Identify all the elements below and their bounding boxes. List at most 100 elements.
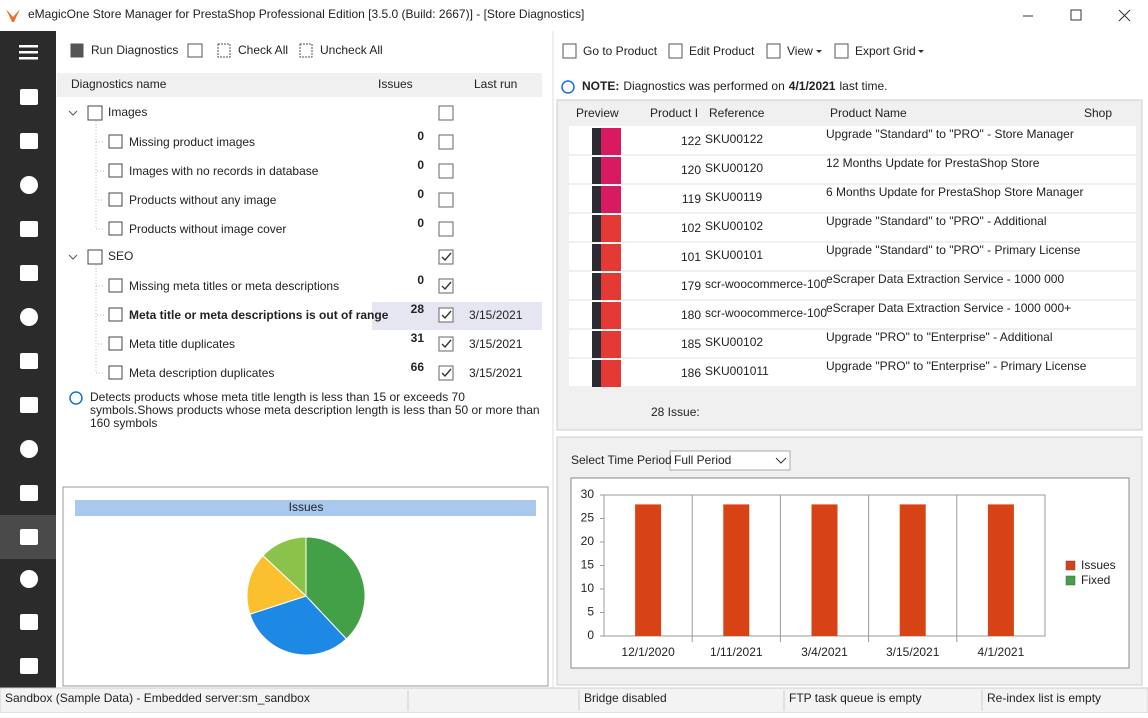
nav-icon[interactable] bbox=[20, 176, 38, 194]
y-tick-label: 20 bbox=[581, 534, 595, 548]
toolbar-icon[interactable] bbox=[217, 43, 231, 58]
note-bar bbox=[557, 72, 1142, 96]
nav-icon[interactable] bbox=[20, 353, 38, 369]
x-tick-label: 12/1/2020 bbox=[621, 645, 675, 659]
checkbox[interactable] bbox=[438, 365, 454, 381]
selected-row bbox=[372, 302, 542, 330]
info-text: Detects products whose meta title length… bbox=[90, 390, 540, 430]
bar bbox=[987, 504, 1014, 636]
menu-icon[interactable] bbox=[19, 45, 38, 48]
toolbar-icon[interactable] bbox=[766, 43, 781, 59]
note-part: last time. bbox=[839, 79, 887, 93]
product-name: Upgrade "PRO" to "Enterprise" - Addition… bbox=[826, 330, 1052, 344]
item-icon bbox=[108, 278, 123, 293]
checkbox[interactable] bbox=[438, 163, 454, 179]
pie-title: Issues bbox=[289, 500, 324, 514]
toolbar-button[interactable]: Go to Product bbox=[583, 44, 658, 58]
tree-line bbox=[95, 265, 104, 374]
preview-thumb-band bbox=[592, 331, 601, 358]
nav-icon[interactable] bbox=[20, 133, 38, 149]
menu-icon[interactable] bbox=[19, 51, 38, 54]
preview-thumb-band bbox=[592, 302, 601, 329]
nav-icon[interactable] bbox=[20, 658, 38, 674]
toolbar-icon[interactable] bbox=[668, 43, 683, 59]
nav-icon[interactable] bbox=[20, 614, 38, 630]
toolbar-icon[interactable] bbox=[834, 43, 849, 59]
nav-icon[interactable] bbox=[20, 265, 38, 281]
y-tick-label: 10 bbox=[581, 581, 595, 595]
status-item: Re-index list is empty bbox=[987, 691, 1101, 705]
toolbar-icon[interactable] bbox=[562, 43, 577, 59]
window-title: eMagicOne Store Manager for PrestaShop P… bbox=[28, 7, 584, 21]
checkbox[interactable] bbox=[438, 249, 454, 265]
item-label: Products without image cover bbox=[129, 222, 286, 236]
item-label: Meta title or meta descriptions is out o… bbox=[129, 308, 389, 322]
product-name: 6 Months Update for PrestaShop Store Man… bbox=[826, 185, 1083, 199]
item-label: Missing meta titles or meta descriptions bbox=[129, 279, 339, 293]
grid-footer: 28 Issue: bbox=[651, 405, 700, 419]
dropdown-arrow bbox=[775, 457, 787, 464]
checkmark bbox=[441, 339, 452, 349]
toolbar-button[interactable]: Check All bbox=[238, 43, 288, 57]
toolbar-button[interactable]: View bbox=[787, 44, 813, 58]
preview-thumb-band bbox=[592, 157, 601, 184]
product-name: Upgrade "Standard" to "PRO" - Additional bbox=[826, 214, 1047, 228]
expand-arrow[interactable] bbox=[68, 254, 78, 260]
nav-icon[interactable] bbox=[20, 89, 38, 105]
toolbar-button[interactable]: Uncheck All bbox=[320, 43, 383, 57]
nav-icon[interactable] bbox=[20, 485, 38, 501]
item-icon bbox=[108, 163, 123, 178]
issues-count: 0 bbox=[417, 216, 424, 230]
pie-slice bbox=[249, 595, 348, 656]
menu-icon[interactable] bbox=[19, 57, 38, 60]
column-header: Preview bbox=[576, 106, 619, 120]
item-icon bbox=[108, 336, 123, 351]
toolbar-button[interactable]: Export Grid bbox=[855, 44, 916, 58]
checkbox[interactable] bbox=[438, 278, 454, 294]
nav-icon[interactable] bbox=[20, 397, 38, 413]
nav-icon[interactable] bbox=[20, 570, 38, 588]
item-label: Products without any image bbox=[129, 193, 277, 207]
close-button[interactable] bbox=[1118, 9, 1131, 22]
bar bbox=[723, 504, 750, 636]
tree-header bbox=[57, 73, 542, 97]
maximize-button[interactable] bbox=[1070, 9, 1082, 21]
preview-thumb-band bbox=[592, 273, 601, 300]
checkbox[interactable] bbox=[438, 221, 454, 237]
checkbox[interactable] bbox=[438, 336, 454, 352]
item-label: Images with no records in database bbox=[129, 164, 319, 178]
toolbar-icon[interactable] bbox=[70, 43, 84, 58]
legend-swatch bbox=[1065, 575, 1076, 586]
expand-arrow[interactable] bbox=[68, 110, 78, 116]
nav-icon[interactable] bbox=[20, 440, 38, 458]
checkbox[interactable] bbox=[438, 192, 454, 208]
x-tick-label: 1/11/2021 bbox=[710, 645, 763, 659]
reference: SKU00122 bbox=[705, 132, 763, 146]
toolbar-button[interactable]: Run Diagnostics bbox=[91, 43, 178, 57]
nav-icon[interactable] bbox=[20, 529, 38, 545]
x-tick-label: 3/15/2021 bbox=[886, 645, 940, 659]
checkbox[interactable] bbox=[438, 134, 454, 150]
nav-icon[interactable] bbox=[20, 221, 38, 237]
product-id: 186 bbox=[681, 366, 701, 380]
product-id: 179 bbox=[681, 279, 701, 293]
checkbox[interactable] bbox=[438, 105, 454, 121]
checkmark bbox=[441, 368, 452, 378]
checkmark bbox=[441, 281, 452, 291]
dropdown-caret bbox=[816, 50, 822, 53]
group-icon bbox=[87, 249, 103, 265]
product-id: 185 bbox=[681, 337, 701, 351]
checkbox[interactable] bbox=[438, 307, 454, 323]
reference: SKU00120 bbox=[705, 161, 763, 175]
product-id: 102 bbox=[681, 221, 701, 235]
toolbar-button[interactable]: Edit Product bbox=[689, 44, 755, 58]
last-run: 3/15/2021 bbox=[469, 337, 523, 351]
column-header: Diagnostics name bbox=[71, 77, 167, 91]
toolbar-icon[interactable] bbox=[187, 43, 203, 58]
toolbar-icon[interactable] bbox=[299, 43, 313, 58]
issues-count: 0 bbox=[417, 158, 424, 172]
nav-icon[interactable] bbox=[20, 308, 38, 326]
note-part: NOTE: bbox=[582, 79, 619, 93]
pie-slice bbox=[305, 536, 366, 640]
period-dropdown[interactable] bbox=[669, 450, 791, 471]
